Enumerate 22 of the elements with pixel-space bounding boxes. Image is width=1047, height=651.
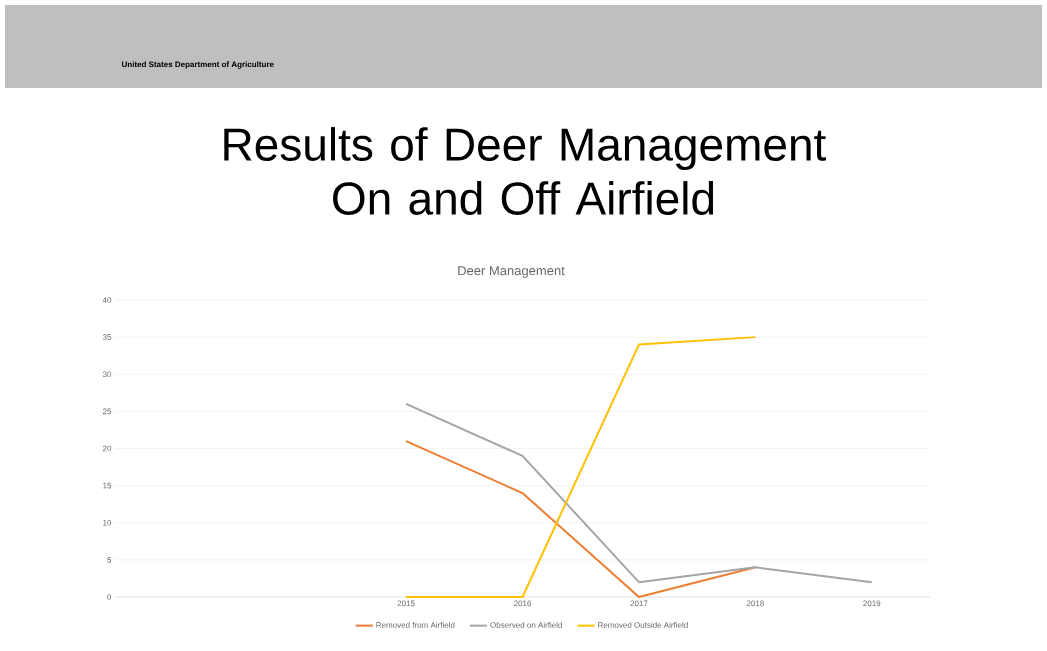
y-tick-label: 0 bbox=[107, 594, 112, 600]
y-tick-label: 30 bbox=[102, 371, 112, 378]
y-tick-label: 15 bbox=[103, 482, 112, 489]
y-tick-label: 20 bbox=[102, 445, 112, 452]
x-tick-label: 2017 bbox=[630, 600, 648, 607]
text: United States Department of Agriculture bbox=[122, 61, 274, 69]
x-tick-label: 2015 bbox=[397, 600, 415, 607]
x-tick-label: 2018 bbox=[746, 600, 764, 607]
x-tick-label: 2019 bbox=[863, 600, 881, 607]
legend-label: Observed on Airfield bbox=[490, 621, 562, 628]
line-series bbox=[405, 440, 757, 598]
y-tick-label: 35 bbox=[102, 334, 112, 340]
y-tick-label: 5 bbox=[107, 557, 112, 563]
y-tick-label: 40 bbox=[102, 297, 112, 303]
x-tick-label: 2016 bbox=[514, 600, 532, 607]
y-tick-label: 25 bbox=[102, 408, 112, 415]
line-series bbox=[405, 402, 873, 584]
chart-title: Results of Deer Management On and Off Airfield bbox=[224, 127, 826, 215]
y-tick-label: 10 bbox=[103, 519, 112, 526]
chart-subtitle: Deer Management bbox=[458, 266, 565, 278]
legend-label: Removed Outside Airfield bbox=[598, 621, 688, 628]
legend-label: Removed from Airfield bbox=[376, 621, 455, 628]
